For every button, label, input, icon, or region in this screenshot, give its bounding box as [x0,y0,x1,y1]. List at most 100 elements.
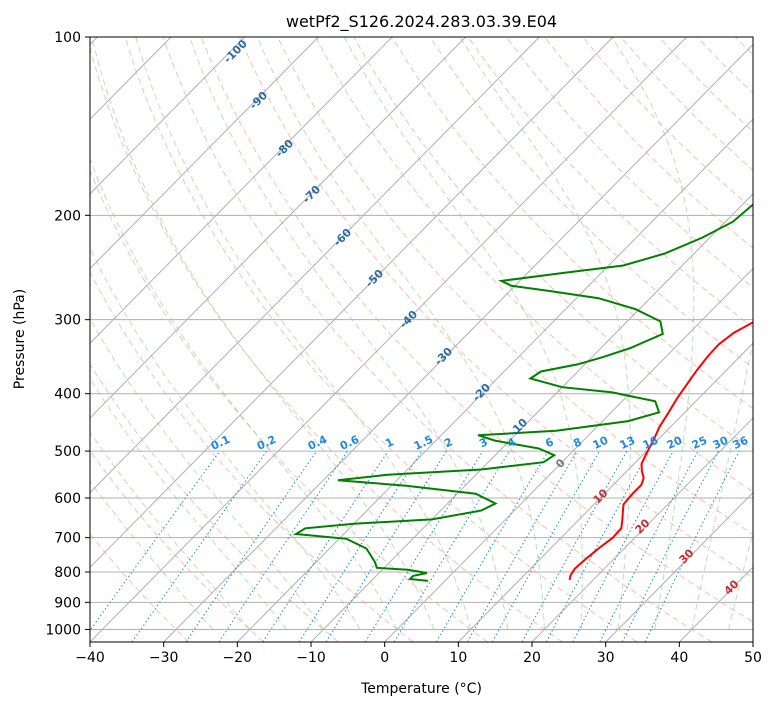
moist-adiabat-line [90,431,251,630]
dry-adiabat-line [544,37,753,249]
isotherm-line [90,37,614,569]
isotherm-line [678,566,753,642]
dry-adiabat-line [200,37,753,623]
isotherm-line [90,37,246,195]
y-tick-label: 500 [54,444,81,460]
x-tick-label: 10 [449,650,467,666]
dry-adiabat-line [734,37,753,56]
temperature-line [568,321,753,581]
mixing-ratio-label: 0.2 [255,433,278,453]
mixing-ratio-line [218,450,348,642]
mixing-ratio-line [364,450,484,642]
moist-adiabat-line [135,37,472,630]
mixing-ratio-line [185,450,318,642]
moist-adiabat-line [256,37,545,630]
mixing-ratio-line [435,450,549,642]
mixing-ratio-label: 0.1 [209,433,232,453]
mixing-ratio-label: 2 [442,435,454,450]
moist-adiabat-label: 40 [722,577,742,597]
dry-adiabat-line [124,37,638,642]
x-tick-label: 0 [380,650,389,666]
x-tick-label: 40 [670,650,688,666]
moist-adiabat-line [691,338,753,630]
dry-adiabat-label: -90 [247,89,270,112]
mixing-ratio-label: 16 [641,434,661,452]
x-axis-label: Temperature (°C) [360,681,482,697]
dry-adiabat-line [162,37,712,642]
isotherm-line [310,193,753,642]
mixing-ratio-line [572,450,674,642]
mixing-ratio-label: 6 [543,435,556,450]
mixing-ratio-line [521,450,628,642]
mixing-ratio-label: 1.5 [412,433,435,453]
dry-adiabat-line [467,37,753,329]
dewpoint-line [292,203,753,582]
dry-adiabat-label: -30 [432,345,455,368]
x-tick-label: 50 [744,650,762,666]
x-tick-label: 20 [523,650,541,666]
dry-adiabat-line [90,449,264,642]
dry-adiabat-line [353,37,753,451]
y-tick-label: 800 [54,565,81,581]
dry-adiabat-label: -20 [470,381,493,404]
mixing-ratio-label: 13 [618,434,637,452]
mixing-ratio-label: 30 [711,434,731,452]
dry-adiabat-line [505,37,753,289]
axis-ticks: −40 −30 −20 −10 0 10 20 30 40 5010020030040050060… [45,30,762,666]
dry-adiabat-line [90,271,414,642]
mixing-ratio-line [298,450,423,642]
dry-adiabat-line [658,37,753,133]
isotherm-line [236,118,753,642]
moist-adiabat-label: 30 [677,546,697,566]
dry-adiabat-line [429,37,753,369]
x-tick-label: 30 [597,650,615,666]
isotherm-line [457,342,753,642]
dry-adiabat-line [391,37,753,410]
moist-adiabat-line [611,37,695,630]
isotherm-line [90,37,688,642]
chart-title: wetPf2_S126.2024.283.03.39.E04 [286,12,557,32]
mixing-ratio-label: 0.6 [338,433,361,453]
dry-adiabat-label: -80 [273,137,296,160]
moist-adiabat-line [90,377,287,630]
isotherm-line [163,43,753,642]
x-tick-label: −30 [149,650,179,666]
isotherm-line [90,37,393,344]
mixing-ratio-line [131,450,268,642]
moist-adiabat-line [90,480,214,630]
moist-adiabat-label: 10 [591,486,611,506]
background-lines [90,37,753,642]
y-tick-label: 1000 [45,622,81,638]
isotherm-line [531,417,753,642]
y-tick-label: 400 [54,387,81,403]
moist-adiabat-line [189,37,508,630]
dry-adiabat-line [277,37,753,535]
dry-adiabat-label: -60 [331,226,354,249]
isotherm-line [90,37,319,270]
dry-adiabat-line [620,37,753,171]
mixing-ratio-label: 25 [690,434,709,452]
mixing-ratio-line [545,450,650,642]
y-axis-label: Pressure (hPa) [12,289,28,389]
moist-adiabat-line [344,37,583,630]
dry-adiabat-label: -70 [300,183,323,206]
mixing-ratio-line [262,450,389,642]
y-tick-label: 600 [54,491,81,507]
isotherm-line [90,37,467,419]
moist-adiabat-line [90,246,361,630]
mixing-ratio-label: 36 [731,434,751,452]
x-tick-label: −20 [223,650,253,666]
mixing-ratio-line [644,450,740,642]
isotherm-line [384,267,753,642]
mixing-ratio-label: 10 [591,434,611,452]
mixing-ratio-line [393,450,510,642]
dry-adiabat-line [90,363,339,642]
moist-adiabat-label: 20 [633,516,653,536]
mixing-ratio-label: 0.4 [306,433,329,453]
dry-adiabat-line [582,37,753,210]
y-tick-label: 900 [54,595,81,611]
mixing-ratio-label: 20 [665,434,685,452]
moist-adiabat-line [459,37,631,630]
dry-adiabat-line [90,46,563,642]
isotherm-line [752,641,753,642]
